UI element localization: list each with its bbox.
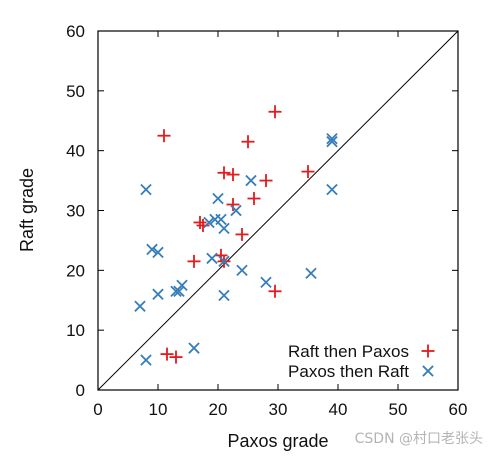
paxos-then-raft-point: [206, 252, 218, 265]
raft-then-paxos-point: [226, 198, 240, 212]
legend: Raft then Paxos Paxos then Raft: [288, 342, 435, 381]
legend-marker-x: [422, 365, 434, 377]
raft-then-paxos-point: [196, 218, 210, 232]
y-tick-label: 0: [76, 381, 85, 400]
paxos-then-raft-point: [173, 285, 185, 297]
x-tick-label: 30: [269, 400, 288, 419]
x-tick-label: 40: [329, 400, 348, 419]
x-tick-label: 60: [449, 400, 468, 419]
y-tick-label: 10: [66, 321, 85, 340]
raft-then-paxos-point: [157, 129, 171, 143]
paxos-then-raft-point: [218, 222, 230, 235]
paxos-then-raft-point: [140, 183, 152, 196]
paxos-then-raft-point: [326, 132, 338, 145]
paxos-then-raft-point: [152, 246, 164, 259]
raft-then-paxos-point: [160, 347, 174, 361]
paxos-then-raft-point: [170, 285, 182, 297]
raft-then-paxos-point: [217, 166, 231, 180]
legend-label-paxos-then-raft: Paxos then Raft: [288, 362, 409, 381]
paxos-then-raft-point: [215, 213, 227, 226]
paxos-then-raft-point: [218, 255, 230, 268]
y-tick-labels: 0 10 20 30 40 50 60: [66, 22, 85, 400]
y-tick-label: 50: [66, 82, 85, 101]
raft-then-paxos-point: [226, 168, 240, 182]
paxos-then-raft-point: [146, 243, 158, 256]
x-tick-label: 50: [389, 400, 408, 419]
paxos-then-raft-point: [203, 216, 215, 229]
paxos-then-raft-point: [326, 183, 338, 196]
legend-x-glyph: [422, 365, 434, 377]
raft-then-paxos-point: [193, 215, 207, 229]
raft-then-paxos-point: [268, 284, 282, 298]
y-tick-label: 60: [66, 22, 85, 41]
raft-then-paxos-point: [169, 350, 183, 364]
paxos-then-raft-point: [230, 204, 242, 217]
raft-then-paxos-point: [241, 135, 255, 149]
paxos-then-raft-point: [236, 264, 248, 277]
paxos-then-raft-point: [140, 354, 152, 366]
x-tick-label: 20: [209, 400, 228, 419]
watermark: CSDN @村口老张头: [355, 431, 483, 447]
paxos-then-raft-point: [152, 288, 164, 300]
raft-then-paxos-point: [187, 254, 201, 268]
x-tick-labels: 0 10 20 30 40 50 60: [93, 400, 467, 419]
axis-ticks: [97, 30, 459, 391]
raft-then-paxos-point: [301, 165, 315, 179]
paxos-then-raft-point: [326, 135, 338, 148]
raft-then-paxos-point: [259, 174, 273, 188]
paxos-then-raft-point: [218, 289, 230, 302]
legend-marker-plus: [421, 344, 435, 358]
paxos-then-raft-point: [212, 192, 224, 205]
y-tick-label: 20: [66, 261, 85, 280]
paxos-then-raft-point: [305, 267, 317, 280]
y-tick-label: 30: [66, 202, 85, 221]
y-tick-label: 40: [66, 142, 85, 161]
paxos-then-raft-point: [245, 174, 257, 187]
x-tick-label: 10: [149, 400, 168, 419]
raft-then-paxos-point: [247, 192, 261, 206]
data-markers: [134, 105, 338, 366]
diagonal-reference-line: [97, 30, 459, 391]
y-axis-title: Raft grade: [17, 168, 37, 252]
x-tick-label: 0: [93, 400, 102, 419]
legend-plus-glyph: [421, 344, 435, 358]
raft-then-paxos-point: [235, 227, 249, 241]
paxos-then-raft-point: [260, 276, 272, 289]
raft-then-paxos-point: [214, 248, 228, 262]
paxos-then-raft-point: [134, 300, 146, 312]
raft-then-paxos-point: [268, 105, 282, 119]
paxos-then-raft-point: [188, 342, 200, 354]
x-axis-title: Paxos grade: [227, 431, 328, 451]
legend-label-raft-then-paxos: Raft then Paxos: [288, 342, 409, 361]
